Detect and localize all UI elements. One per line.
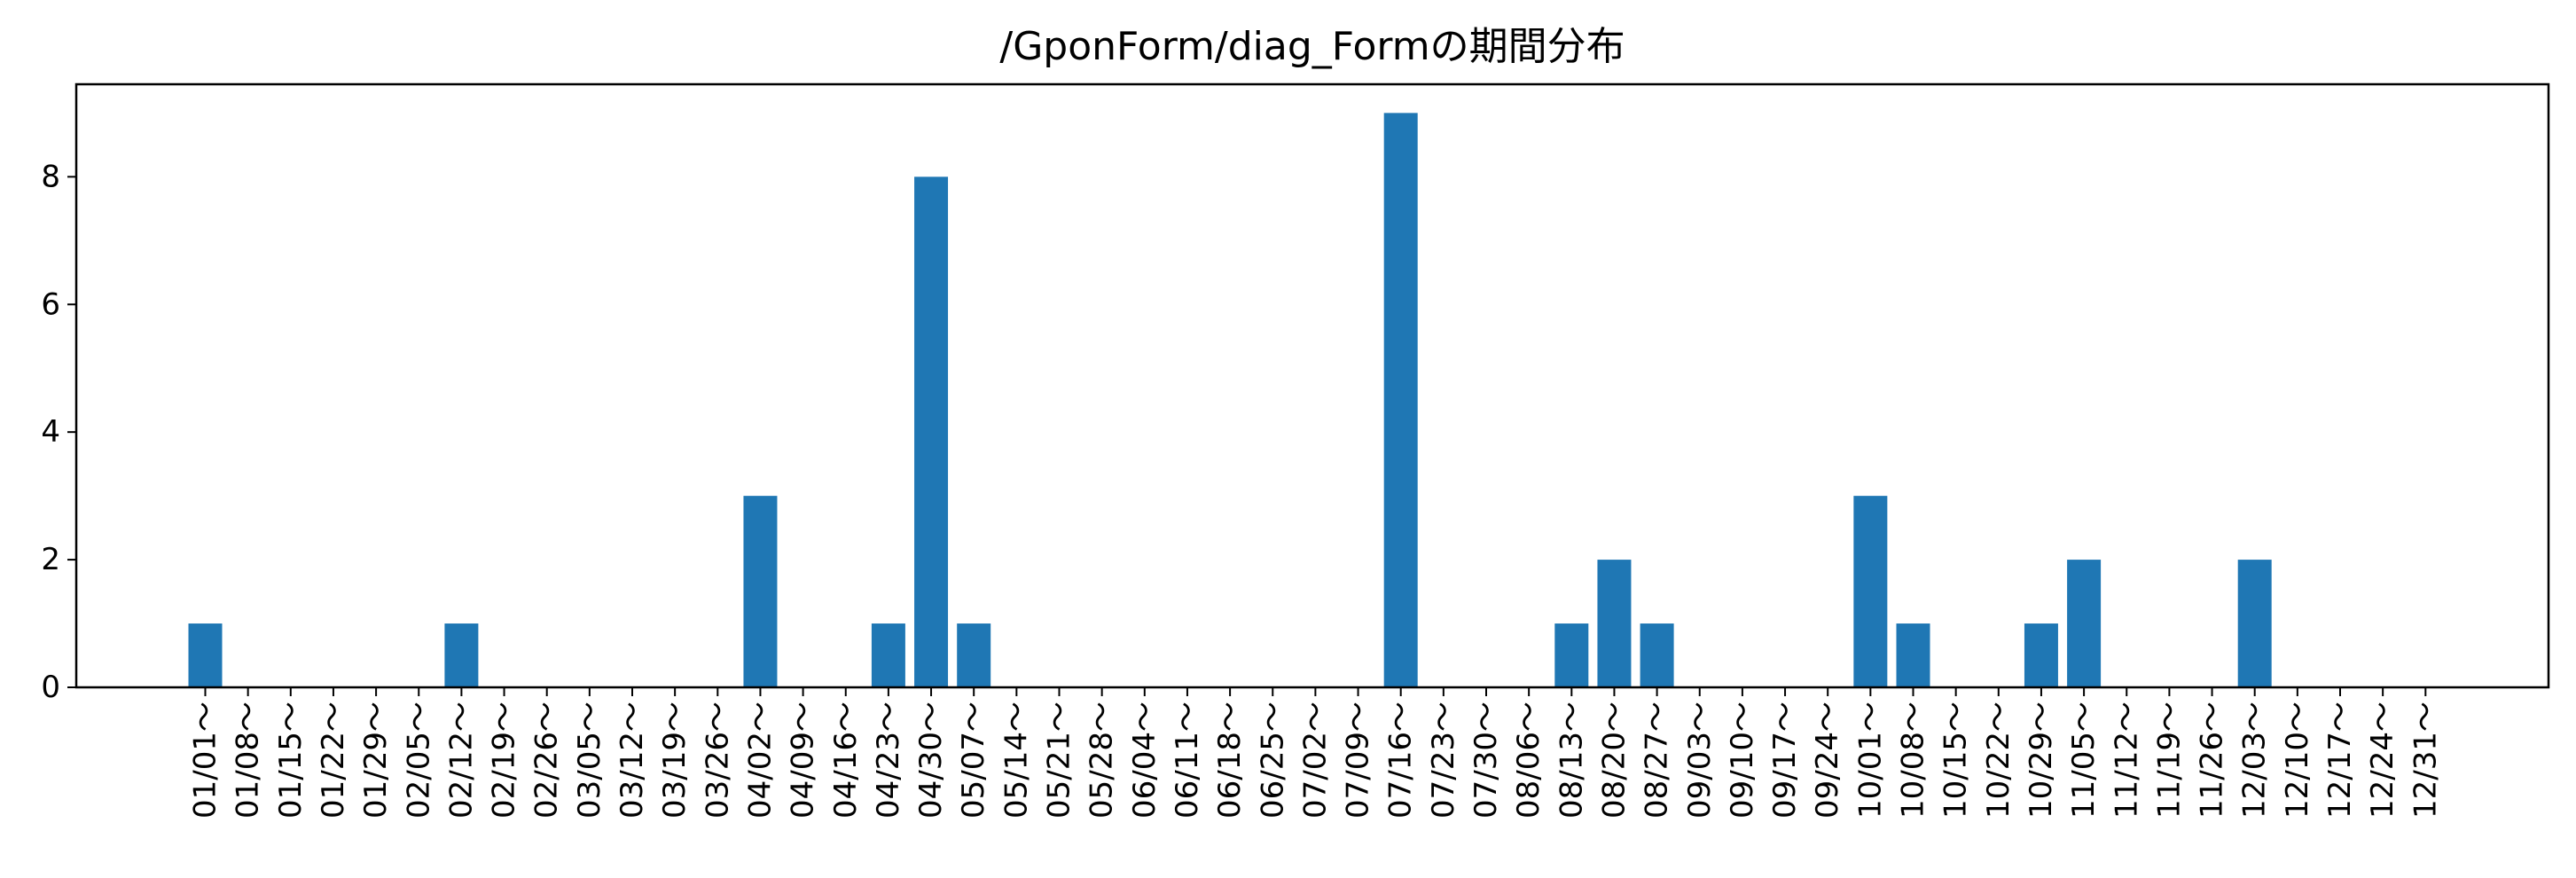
y-tick-label: 6 [41,286,60,322]
x-tick-label: 02/05～ [401,702,436,819]
x-tick-label: 04/02～ [742,702,778,819]
x-tick-label: 01/01～ [188,702,223,819]
x-tick-label: 05/14～ [998,702,1034,819]
x-tick-label: 08/13～ [1554,702,1589,819]
x-tick-label: 10/01～ [1852,702,1888,819]
x-tick-label: 07/16～ [1383,702,1419,819]
bar [444,623,479,687]
x-tick-label: 11/26～ [2195,702,2230,819]
bar [1383,113,1418,687]
x-tick-label: 09/17～ [1767,702,1803,819]
bar [1640,623,1674,687]
x-tick-label: 04/09～ [786,702,821,819]
x-tick-label: 04/30～ [913,702,949,819]
plot-frame [74,82,2550,689]
x-tick-label: 08/20～ [1596,702,1632,819]
x-tick-label: 05/28～ [1084,702,1120,819]
x-tick-label: 07/02～ [1297,702,1333,819]
bar [2237,560,2272,687]
x-tick-label: 11/12～ [2109,702,2144,819]
x-tick-label: 06/18～ [1212,702,1248,819]
x-tick-label: 03/19～ [657,702,693,819]
bar [871,623,905,687]
x-tick-label: 06/25～ [1255,702,1290,819]
y-tick-label: 2 [41,542,60,577]
x-tick-label: 09/10～ [1725,702,1760,819]
x-tick-label: 12/31～ [2408,702,2443,819]
x-tick-label: 02/19～ [487,702,522,819]
y-tick-label: 8 [41,159,60,194]
x-tick-label: 10/22～ [1981,702,2016,819]
bar [1597,560,1632,687]
x-tick-label: 01/08～ [231,702,266,819]
y-tick-label: 4 [41,414,60,450]
y-axis: 0 2 4 6 8 [41,159,76,705]
x-tick-label: 12/24～ [2365,702,2400,819]
x-tick-label: 10/15～ [1938,702,1974,819]
x-tick-label: 03/12～ [615,702,650,819]
x-tick-label: 09/03～ [1682,702,1718,819]
x-tick-label: 11/05～ [2066,702,2102,819]
bars-group [188,113,2272,687]
x-tick-label: 11/19～ [2151,702,2187,819]
x-tick-label: 04/16～ [828,702,864,819]
x-tick-label: 08/27～ [1640,702,1675,819]
x-tick-label: 01/29～ [358,702,394,819]
x-tick-label: 07/09～ [1341,702,1376,819]
x-tick-label: 07/30～ [1468,702,1504,819]
bar [2067,560,2102,687]
x-axis: 01/01～ 01/08～ 01/15～ 01/22～ 01/29～ 02/05～ 02/1… [188,687,2443,819]
x-tick-label: 06/04～ [1127,702,1163,819]
x-tick-label: 04/23～ [871,702,906,819]
x-tick-label: 08/06～ [1511,702,1546,819]
x-tick-label: 02/26～ [529,702,565,819]
x-tick-label: 06/11～ [1170,702,1205,819]
bar [2024,623,2058,687]
y-tick-label: 0 [41,670,60,705]
bar [914,176,949,687]
x-tick-label: 12/10～ [2280,702,2315,819]
x-tick-label: 03/05～ [572,702,607,819]
x-tick-label: 01/22～ [316,702,351,819]
bar [1853,496,1888,687]
x-tick-label: 07/23～ [1426,702,1461,819]
x-tick-label: 12/17～ [2322,702,2358,819]
x-tick-label: 05/07～ [956,702,991,819]
bar [743,496,778,687]
x-tick-label: 10/29～ [2024,702,2059,819]
x-tick-label: 12/03～ [2237,702,2273,819]
x-tick-label: 01/15～ [273,702,309,819]
x-tick-label: 05/21～ [1042,702,1077,819]
chart-title: /GponForm/diag_Formの期間分布 [999,24,1625,69]
bar [188,623,223,687]
bar [957,623,991,687]
x-tick-label: 03/26～ [700,702,735,819]
bar [1554,623,1589,687]
bar [1896,623,1930,687]
x-tick-label: 09/24～ [1810,702,1845,819]
x-tick-label: 10/08～ [1896,702,1931,819]
x-tick-label: 02/12～ [443,702,479,819]
